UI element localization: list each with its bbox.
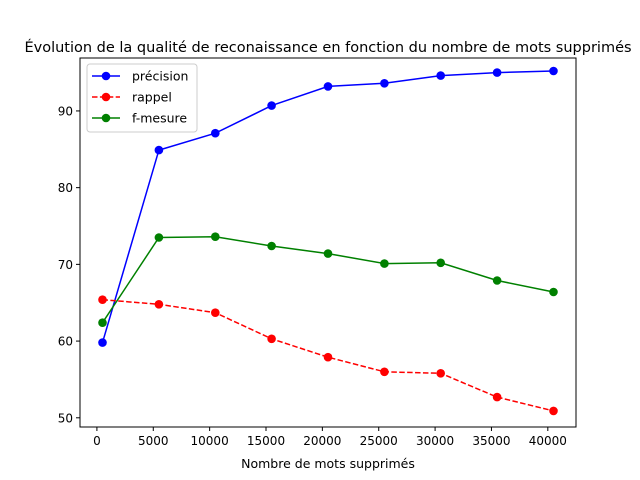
legend-marker-précision — [101, 71, 111, 81]
data-point-f-mesure — [154, 233, 164, 242]
axes-frame — [79, 57, 577, 428]
data-point-précision — [492, 68, 502, 77]
data-point-rappel — [98, 295, 107, 305]
legend-box — [86, 63, 198, 133]
y-tick-label: 90 — [58, 104, 73, 118]
data-point-précision — [154, 145, 164, 155]
y-tick-label: 80 — [58, 181, 73, 195]
data-point-rappel — [436, 369, 446, 378]
data-point-f-mesure — [98, 318, 107, 328]
data-point-rappel — [154, 300, 164, 309]
x-tick-label: 20000 — [303, 434, 341, 448]
data-point-rappel — [492, 392, 502, 402]
legend: précision rappel f-mesure — [86, 63, 198, 133]
data-point-rappel — [549, 406, 558, 416]
x-tick-label: 15000 — [247, 434, 285, 448]
legend-marker-f-mesure — [101, 113, 111, 123]
data-point-rappel — [323, 352, 333, 362]
legend-label-f-mesure: f-mesure — [132, 111, 187, 126]
x-tick-label: 35000 — [472, 434, 510, 448]
x-tick-label: 10000 — [191, 434, 229, 448]
data-point-précision — [380, 79, 389, 88]
data-point-f-mesure — [267, 241, 276, 251]
data-point-précision — [436, 71, 446, 80]
y-tick-label: 60 — [58, 335, 73, 349]
x-tick-label: 30000 — [416, 434, 454, 448]
legend-marker-rappel — [101, 92, 111, 102]
x-axis-label: Nombre de mots supprimés — [241, 456, 415, 471]
data-point-f-mesure — [211, 232, 220, 241]
data-point-f-mesure — [436, 258, 446, 268]
x-tick-label: 5000 — [138, 434, 169, 448]
data-point-rappel — [211, 308, 220, 318]
legend-label-rappel: rappel — [132, 90, 172, 105]
data-point-f-mesure — [492, 276, 502, 285]
series-line-rappel — [102, 298, 554, 412]
axis-ticks: 0 5000 10000 15000 20000 25000 30000 35000 40000… — [58, 104, 567, 448]
chart-title: Évolution de la qualité de reconaissance… — [24, 39, 631, 56]
data-point-précision — [549, 66, 558, 76]
legend-label-précision: précision — [132, 69, 188, 84]
data-point-f-mesure — [380, 259, 389, 268]
data-point-précision — [98, 338, 107, 347]
data-point-rappel — [267, 334, 276, 344]
data-point-f-mesure — [549, 287, 558, 297]
data-point-rappel — [380, 367, 389, 377]
x-tick-label: 25000 — [360, 434, 398, 448]
data-point-précision — [267, 101, 276, 110]
data-point-précision — [211, 128, 220, 138]
x-tick-label: 0 — [93, 434, 101, 448]
plot-area — [98, 66, 558, 416]
y-tick-label: 50 — [58, 411, 73, 425]
x-tick-label: 40000 — [529, 434, 567, 448]
data-point-précision — [323, 82, 333, 91]
y-tick-label: 70 — [58, 258, 73, 272]
data-point-f-mesure — [323, 249, 333, 258]
